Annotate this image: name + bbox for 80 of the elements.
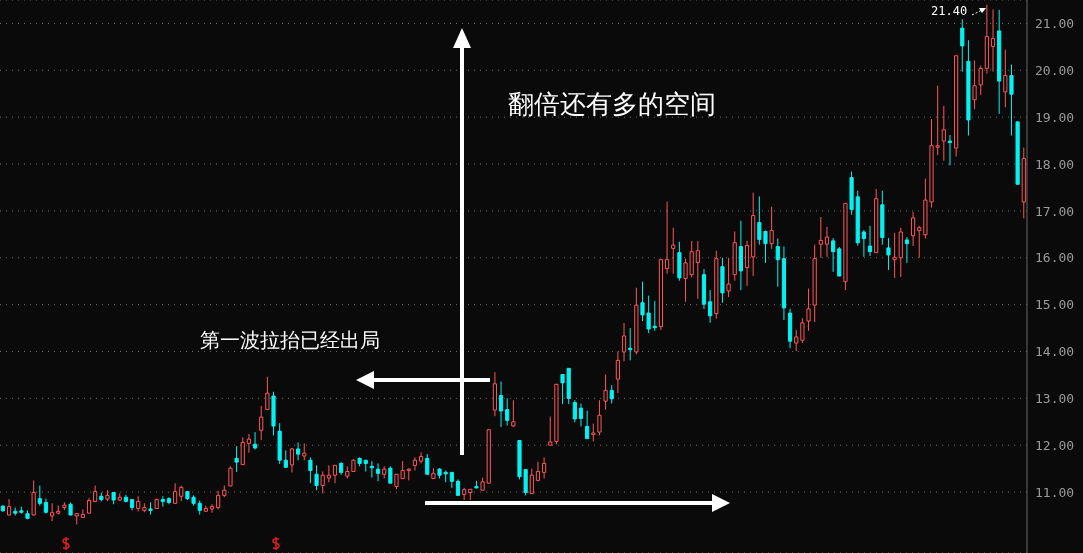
candlestick <box>947 134 953 166</box>
candlestick <box>246 433 252 454</box>
candlestick <box>861 229 866 258</box>
candlestick <box>252 431 258 450</box>
candlestick <box>511 399 516 428</box>
y-tick-label: 11.00 <box>1035 484 1075 500</box>
candlestick <box>548 416 553 446</box>
candlestick <box>320 470 325 494</box>
candlestick <box>308 456 313 484</box>
candlestick <box>664 201 670 275</box>
candlestick <box>216 490 221 510</box>
candlestick <box>769 206 774 250</box>
candlestick <box>578 403 584 427</box>
candlestick <box>917 225 922 259</box>
candlestick <box>603 373 608 411</box>
candlestick <box>806 288 811 332</box>
candlestick <box>794 329 799 352</box>
candlestick <box>259 405 264 441</box>
y-tick-label: 20.00 <box>1035 62 1075 78</box>
candlestick <box>31 479 36 517</box>
y-tick-label: 12.00 <box>1035 437 1075 453</box>
candlestick <box>831 237 836 273</box>
candlestick <box>775 238 780 288</box>
y-tick-label: 19.00 <box>1035 109 1075 125</box>
candlestick <box>50 502 55 522</box>
candlestick <box>708 289 713 324</box>
candlestick <box>412 456 418 472</box>
candlestick <box>960 18 965 73</box>
candlestick <box>904 236 910 264</box>
candlestick <box>824 226 830 258</box>
candlestick <box>615 350 620 394</box>
candlestick <box>621 322 627 362</box>
candlestick <box>326 464 331 483</box>
candlestick <box>941 105 946 162</box>
candlestick <box>425 453 430 475</box>
candlestick <box>375 462 381 482</box>
candlestick <box>289 447 295 473</box>
candlestick <box>265 376 270 411</box>
candlestick <box>867 225 873 257</box>
candlestick <box>585 410 590 440</box>
annotation: 翻倍还有多的空间 <box>508 89 716 121</box>
candlestick <box>173 482 178 504</box>
candlestick <box>572 399 577 423</box>
candlestick <box>972 59 977 110</box>
candlestick <box>498 380 504 428</box>
candlestick <box>695 240 700 300</box>
candlestick <box>529 468 534 494</box>
candlestick <box>671 227 676 275</box>
y-tick-label: 18.00 <box>1035 156 1075 172</box>
candlestick <box>1003 49 1008 108</box>
y-tick-label: 16.00 <box>1035 250 1075 266</box>
candlestick <box>234 445 239 473</box>
candlestick <box>892 232 897 279</box>
candlestick <box>240 436 245 466</box>
candlestick <box>726 257 731 298</box>
y-tick-label: 21.00 <box>1035 16 1075 32</box>
candlestick <box>910 211 916 247</box>
candlestick <box>542 456 547 479</box>
candlestick <box>37 485 42 507</box>
candlestick <box>1009 64 1014 136</box>
y-tick-label: 17.00 <box>1035 203 1075 219</box>
annotation: 第一波拉抬已经出局 <box>200 328 380 352</box>
candlestick <box>505 397 510 427</box>
candlestick <box>744 240 750 287</box>
y-tick-label: 14.00 <box>1035 344 1075 360</box>
candlestick <box>209 503 215 514</box>
candlestick <box>296 441 301 461</box>
candlestick <box>419 451 424 464</box>
candlestick <box>314 464 319 491</box>
candlestick <box>978 65 983 96</box>
candlestick <box>818 216 823 259</box>
candlestick <box>886 237 891 271</box>
candlestick <box>80 508 85 518</box>
candlestick <box>800 317 805 344</box>
candlestick <box>228 465 233 487</box>
candlestick <box>990 8 996 73</box>
y-tick-label: 15.00 <box>1035 297 1075 313</box>
annotation: 21.40 <box>931 4 968 19</box>
candlestick <box>609 384 614 404</box>
y-tick-label: 13.00 <box>1035 390 1075 406</box>
